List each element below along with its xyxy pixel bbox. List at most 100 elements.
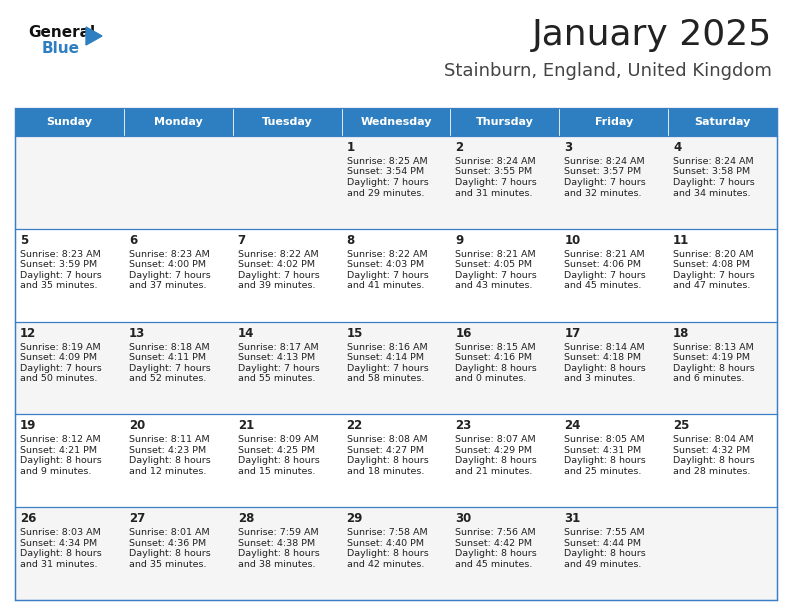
Text: Sunrise: 8:08 AM: Sunrise: 8:08 AM [347, 435, 427, 444]
Bar [451, 414, 559, 507]
Text: Sunset: 4:18 PM: Sunset: 4:18 PM [564, 353, 642, 362]
Bar [15, 507, 124, 600]
Text: Sunset: 4:06 PM: Sunset: 4:06 PM [564, 260, 642, 269]
Text: 8: 8 [347, 234, 355, 247]
Text: and 55 minutes.: and 55 minutes. [238, 374, 315, 383]
Text: and 49 minutes.: and 49 minutes. [564, 560, 642, 569]
Text: Sunrise: 8:24 AM: Sunrise: 8:24 AM [564, 157, 645, 166]
Bar [668, 321, 777, 414]
Bar [124, 414, 233, 507]
Text: Sunrise: 8:19 AM: Sunrise: 8:19 AM [20, 343, 101, 352]
Text: and 6 minutes.: and 6 minutes. [673, 374, 744, 383]
Text: Daylight: 8 hours: Daylight: 8 hours [564, 364, 646, 373]
Text: 28: 28 [238, 512, 254, 525]
Bar [668, 136, 777, 229]
Bar [341, 507, 451, 600]
Text: Sunrise: 7:56 AM: Sunrise: 7:56 AM [455, 528, 536, 537]
Text: Daylight: 8 hours: Daylight: 8 hours [673, 457, 755, 465]
Text: 21: 21 [238, 419, 254, 433]
Bar [451, 229, 559, 321]
Text: Thursday: Thursday [476, 117, 534, 127]
Text: and 18 minutes.: and 18 minutes. [347, 467, 424, 476]
Bar [233, 414, 341, 507]
Text: 17: 17 [564, 327, 581, 340]
Text: Daylight: 8 hours: Daylight: 8 hours [238, 549, 319, 558]
Text: Sunset: 3:55 PM: Sunset: 3:55 PM [455, 168, 532, 176]
Text: and 43 minutes.: and 43 minutes. [455, 282, 533, 290]
Text: Sunrise: 8:03 AM: Sunrise: 8:03 AM [20, 528, 101, 537]
Text: Sunrise: 8:07 AM: Sunrise: 8:07 AM [455, 435, 536, 444]
Text: Daylight: 7 hours: Daylight: 7 hours [238, 364, 319, 373]
Text: Daylight: 8 hours: Daylight: 8 hours [347, 457, 428, 465]
Polygon shape [86, 27, 102, 45]
Bar [15, 229, 124, 321]
Bar [341, 321, 451, 414]
Text: Daylight: 8 hours: Daylight: 8 hours [673, 364, 755, 373]
Text: Sunrise: 8:04 AM: Sunrise: 8:04 AM [673, 435, 754, 444]
Text: Sunrise: 8:11 AM: Sunrise: 8:11 AM [129, 435, 209, 444]
Bar [124, 321, 233, 414]
Text: 31: 31 [564, 512, 581, 525]
Text: Sunrise: 8:22 AM: Sunrise: 8:22 AM [347, 250, 427, 259]
Text: Sunset: 4:23 PM: Sunset: 4:23 PM [129, 446, 206, 455]
Text: Sunset: 4:14 PM: Sunset: 4:14 PM [347, 353, 424, 362]
Text: and 31 minutes.: and 31 minutes. [20, 560, 97, 569]
Text: Sunset: 4:11 PM: Sunset: 4:11 PM [129, 353, 206, 362]
Text: Saturday: Saturday [695, 117, 751, 127]
Text: Sunrise: 8:24 AM: Sunrise: 8:24 AM [455, 157, 536, 166]
Text: and 41 minutes.: and 41 minutes. [347, 282, 424, 290]
Text: 27: 27 [129, 512, 145, 525]
Text: January 2025: January 2025 [531, 18, 772, 52]
Text: Sunrise: 8:01 AM: Sunrise: 8:01 AM [129, 528, 209, 537]
Bar [451, 108, 559, 136]
Text: 14: 14 [238, 327, 254, 340]
Text: and 9 minutes.: and 9 minutes. [20, 467, 91, 476]
Text: Daylight: 8 hours: Daylight: 8 hours [564, 457, 646, 465]
Text: Sunrise: 8:14 AM: Sunrise: 8:14 AM [564, 343, 645, 352]
Text: Sunset: 4:42 PM: Sunset: 4:42 PM [455, 539, 532, 548]
Text: Stainburn, England, United Kingdom: Stainburn, England, United Kingdom [444, 62, 772, 80]
Text: Blue: Blue [42, 41, 80, 56]
Text: and 21 minutes.: and 21 minutes. [455, 467, 533, 476]
Text: 23: 23 [455, 419, 472, 433]
Text: Daylight: 7 hours: Daylight: 7 hours [673, 178, 755, 187]
Bar [341, 229, 451, 321]
Bar [668, 229, 777, 321]
Text: Daylight: 7 hours: Daylight: 7 hours [455, 271, 537, 280]
Text: Monday: Monday [154, 117, 203, 127]
Text: Sunset: 4:40 PM: Sunset: 4:40 PM [347, 539, 424, 548]
Text: Sunrise: 8:12 AM: Sunrise: 8:12 AM [20, 435, 101, 444]
Bar [559, 414, 668, 507]
Text: Sunset: 4:09 PM: Sunset: 4:09 PM [20, 353, 97, 362]
Bar [15, 136, 124, 229]
Text: Daylight: 7 hours: Daylight: 7 hours [129, 364, 211, 373]
Text: Sunrise: 7:55 AM: Sunrise: 7:55 AM [564, 528, 645, 537]
Text: Sunset: 4:03 PM: Sunset: 4:03 PM [347, 260, 424, 269]
Text: and 34 minutes.: and 34 minutes. [673, 188, 751, 198]
Text: and 52 minutes.: and 52 minutes. [129, 374, 206, 383]
Text: 7: 7 [238, 234, 246, 247]
Text: Tuesday: Tuesday [262, 117, 313, 127]
Text: 13: 13 [129, 327, 145, 340]
Text: and 38 minutes.: and 38 minutes. [238, 560, 315, 569]
Text: Sunset: 4:19 PM: Sunset: 4:19 PM [673, 353, 750, 362]
Bar [15, 414, 124, 507]
Text: and 35 minutes.: and 35 minutes. [20, 282, 97, 290]
Text: Daylight: 7 hours: Daylight: 7 hours [347, 271, 428, 280]
Text: Daylight: 7 hours: Daylight: 7 hours [20, 364, 101, 373]
Text: 18: 18 [673, 327, 690, 340]
Text: and 39 minutes.: and 39 minutes. [238, 282, 315, 290]
Text: Sunset: 4:00 PM: Sunset: 4:00 PM [129, 260, 206, 269]
Text: Sunrise: 8:22 AM: Sunrise: 8:22 AM [238, 250, 318, 259]
Bar [668, 507, 777, 600]
Text: Daylight: 8 hours: Daylight: 8 hours [455, 457, 537, 465]
Bar [451, 136, 559, 229]
Bar [559, 136, 668, 229]
Text: Daylight: 8 hours: Daylight: 8 hours [129, 549, 211, 558]
Bar [559, 321, 668, 414]
Bar [559, 108, 668, 136]
Text: Sunset: 3:54 PM: Sunset: 3:54 PM [347, 168, 424, 176]
Bar [451, 507, 559, 600]
Text: and 42 minutes.: and 42 minutes. [347, 560, 424, 569]
Text: 10: 10 [564, 234, 581, 247]
